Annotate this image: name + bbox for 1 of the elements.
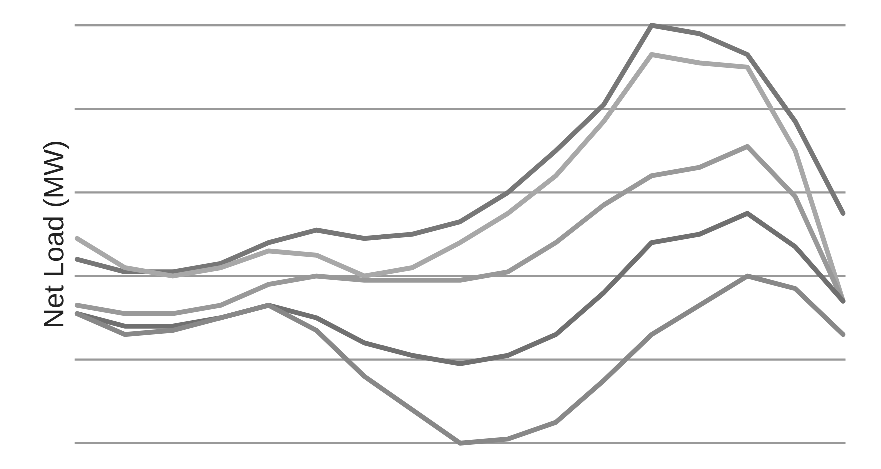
y-axis-title: Net Load (MW) (43, 142, 70, 326)
